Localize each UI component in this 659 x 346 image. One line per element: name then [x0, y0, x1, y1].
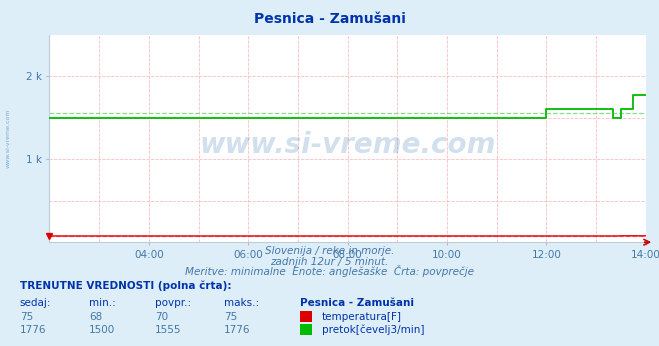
Text: maks.:: maks.:: [224, 298, 259, 308]
Text: 1555: 1555: [155, 325, 181, 335]
Text: pretok[čevelj3/min]: pretok[čevelj3/min]: [322, 324, 424, 335]
Text: Pesnica - Zamušani: Pesnica - Zamušani: [254, 12, 405, 26]
Text: Slovenija / reke in morje.: Slovenija / reke in morje.: [265, 246, 394, 256]
Text: TRENUTNE VREDNOSTI (polna črta):: TRENUTNE VREDNOSTI (polna črta):: [20, 280, 231, 291]
Text: temperatura[F]: temperatura[F]: [322, 312, 401, 322]
Text: 70: 70: [155, 312, 168, 322]
Text: 1500: 1500: [89, 325, 115, 335]
Text: 1776: 1776: [224, 325, 250, 335]
Text: 75: 75: [224, 312, 237, 322]
Text: min.:: min.:: [89, 298, 116, 308]
Text: 75: 75: [20, 312, 33, 322]
Text: 1776: 1776: [20, 325, 46, 335]
Text: povpr.:: povpr.:: [155, 298, 191, 308]
Text: 68: 68: [89, 312, 102, 322]
Text: www.si-vreme.com: www.si-vreme.com: [200, 131, 496, 158]
Text: Meritve: minimalne  Enote: anglešaške  Črta: povprečje: Meritve: minimalne Enote: anglešaške Črt…: [185, 265, 474, 277]
Text: Pesnica - Zamušani: Pesnica - Zamušani: [300, 298, 414, 308]
Text: zadnjih 12ur / 5 minut.: zadnjih 12ur / 5 minut.: [270, 257, 389, 267]
Text: sedaj:: sedaj:: [20, 298, 51, 308]
Text: www.si-vreme.com: www.si-vreme.com: [5, 109, 11, 168]
